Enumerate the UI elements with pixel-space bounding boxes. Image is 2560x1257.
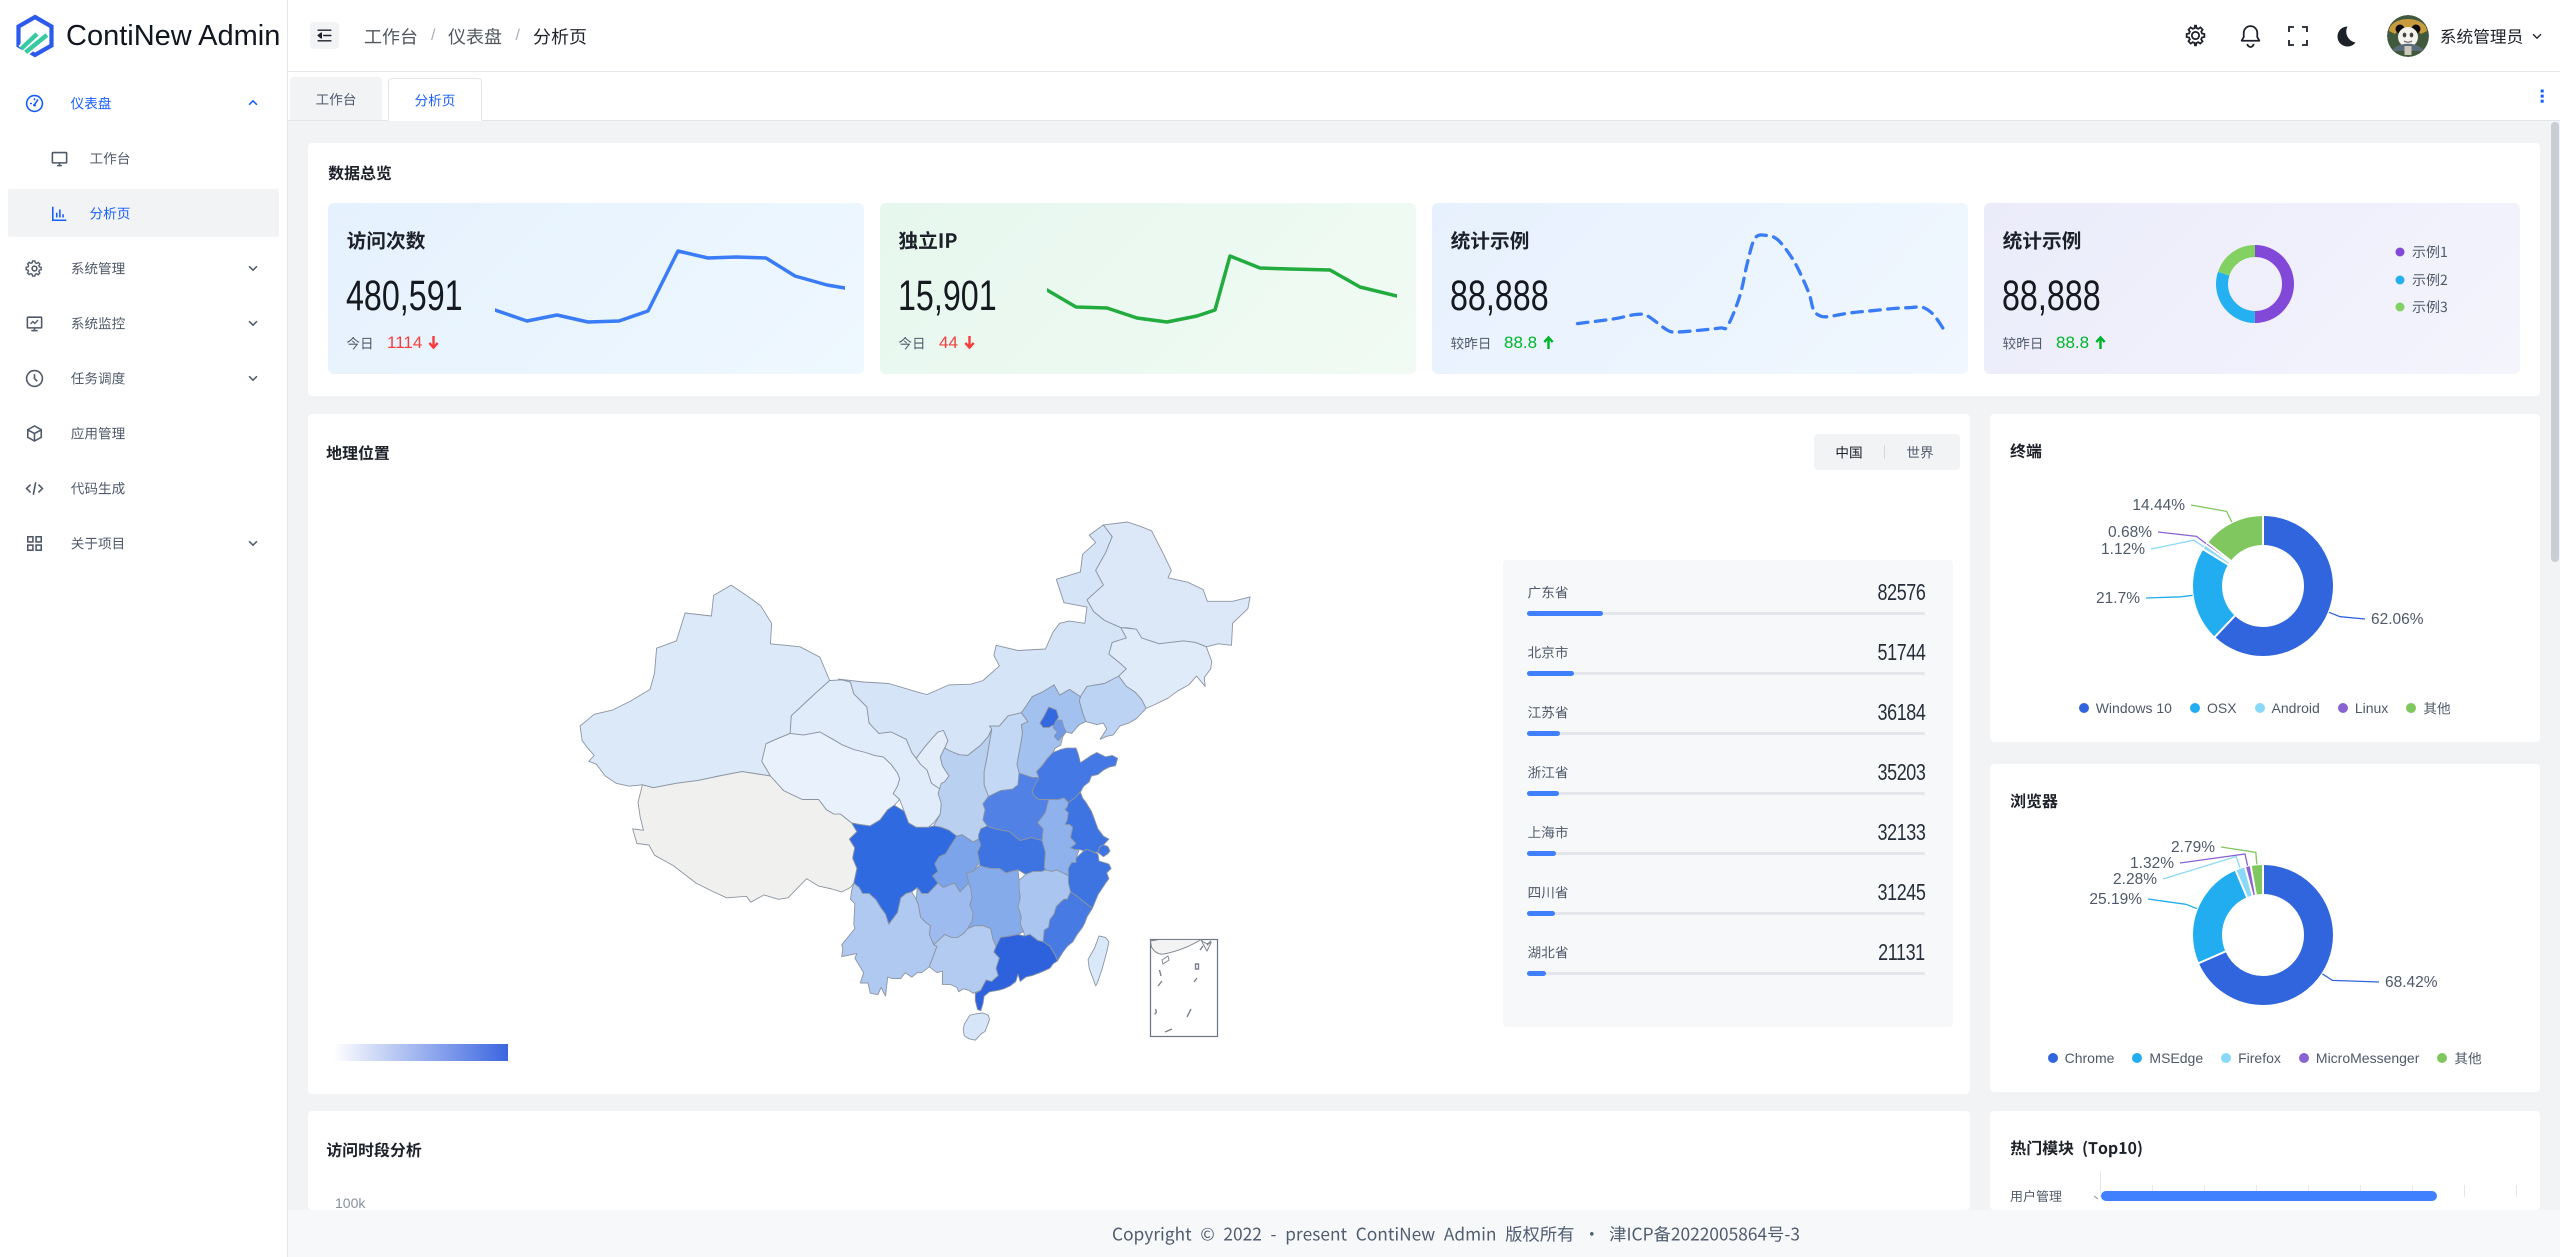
svg-text:2.79%: 2.79% (2171, 839, 2215, 856)
svg-text:62.06%: 62.06% (2371, 611, 2424, 628)
svg-text:68.42%: 68.42% (2385, 974, 2438, 991)
svg-text:0.68%: 0.68% (2108, 524, 2152, 541)
svg-text:25.19%: 25.19% (2089, 891, 2142, 908)
svg-text:14.44%: 14.44% (2132, 497, 2185, 514)
svg-text:1.12%: 1.12% (2101, 541, 2145, 558)
svg-text:21.7%: 21.7% (2096, 590, 2140, 607)
svg-text:2.28%: 2.28% (2113, 871, 2157, 888)
svg-text:1.32%: 1.32% (2130, 855, 2174, 872)
